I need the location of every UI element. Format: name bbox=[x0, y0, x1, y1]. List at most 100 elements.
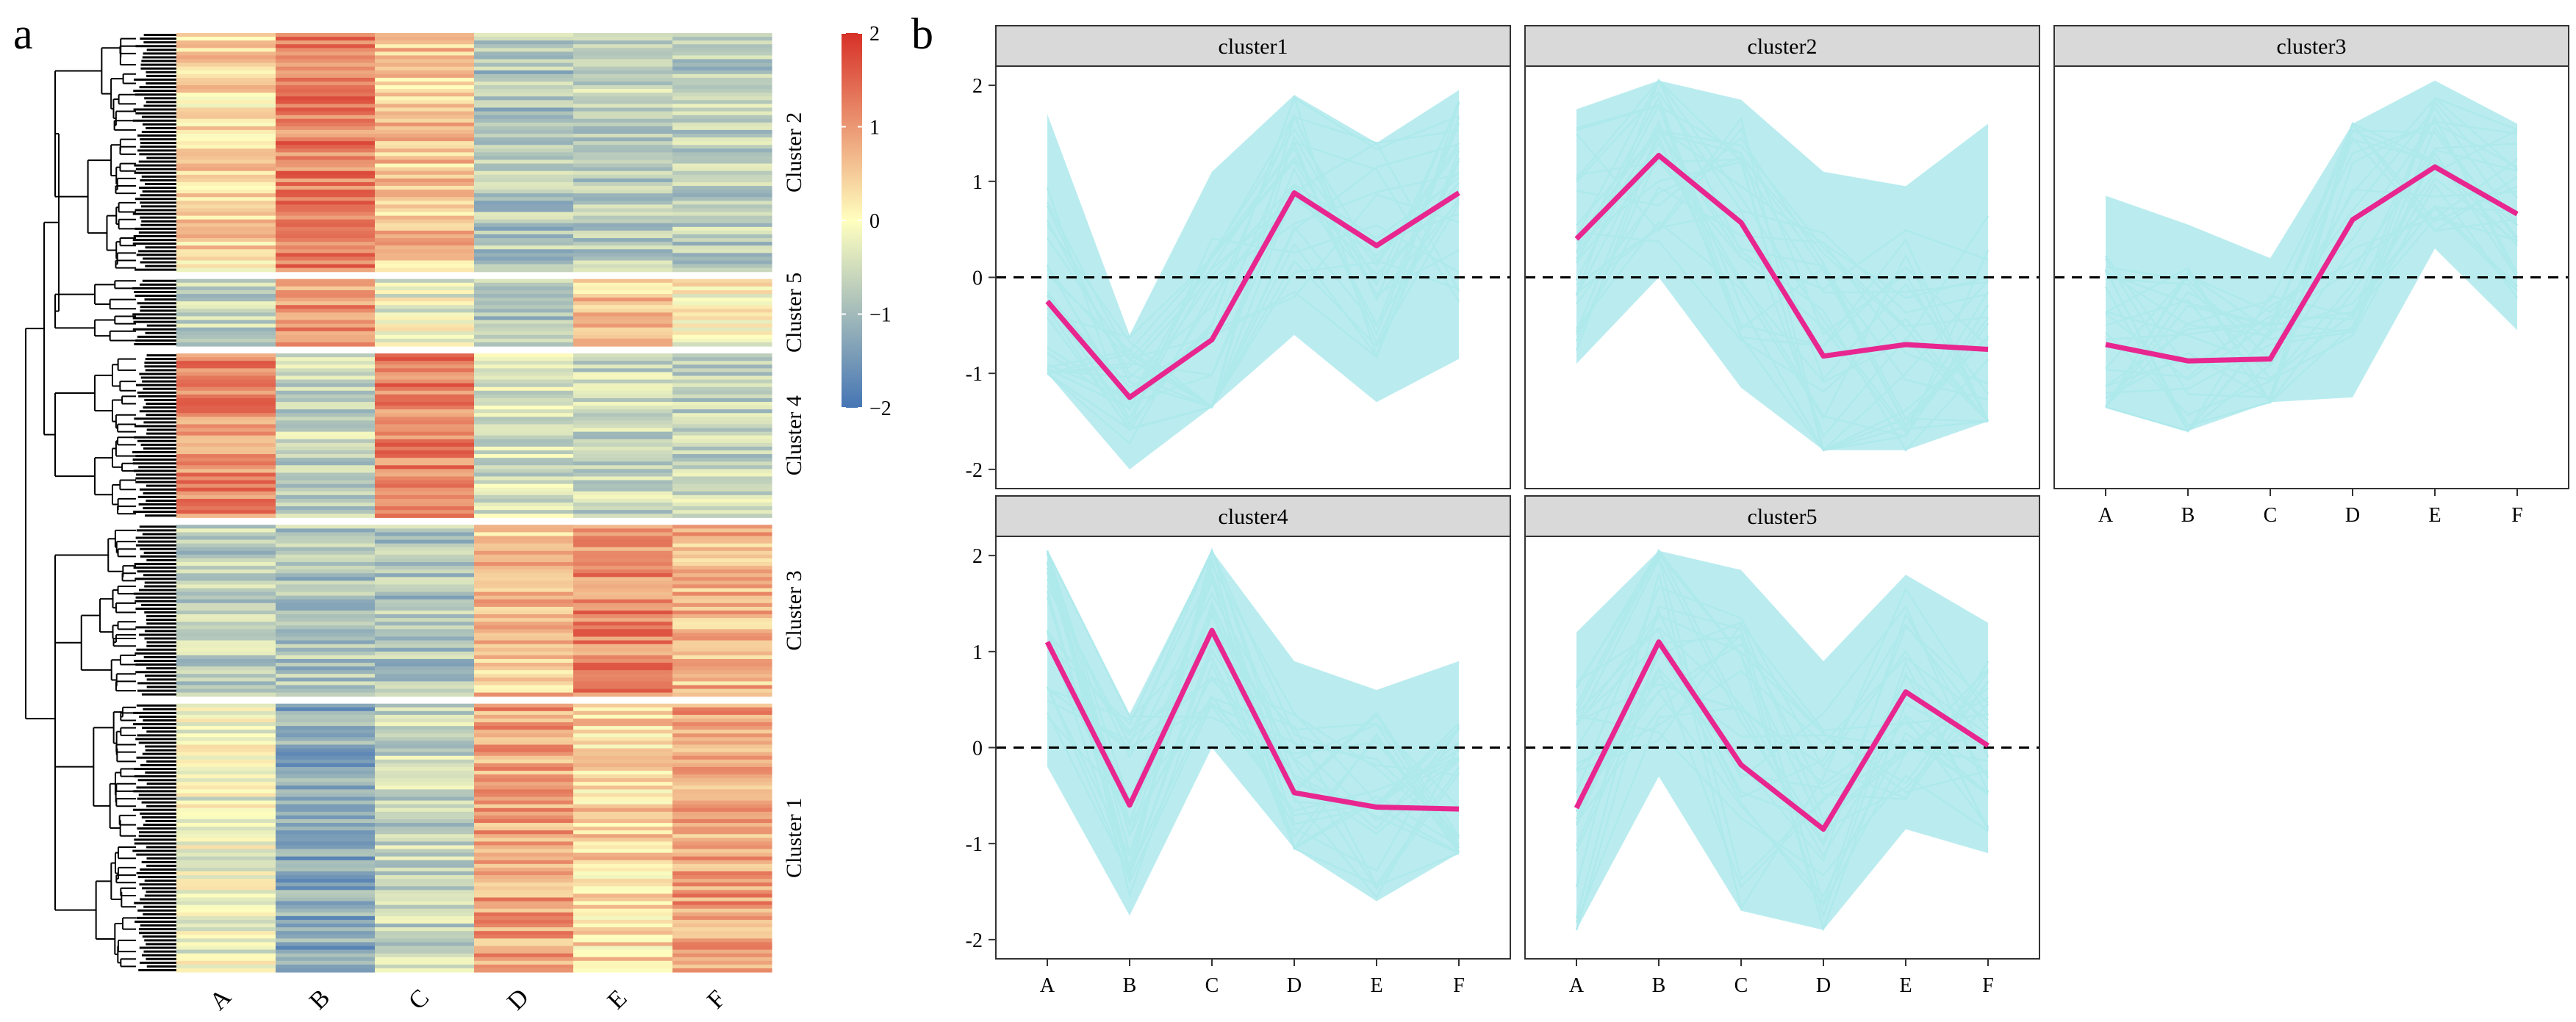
heatmap-cell bbox=[276, 230, 376, 235]
heatmap-cell bbox=[176, 953, 276, 958]
heatmap-cell bbox=[672, 212, 772, 217]
heatmap-cell bbox=[176, 547, 276, 552]
heatmap-cell bbox=[672, 372, 772, 377]
heatmap-cell bbox=[573, 137, 673, 142]
heatmap-cell bbox=[474, 178, 574, 183]
heatmap-cell bbox=[276, 338, 376, 343]
heatmap-cell bbox=[573, 897, 673, 902]
heatmap-cell bbox=[573, 577, 673, 582]
heatmap-cell bbox=[573, 465, 673, 469]
centroid-line bbox=[1044, 627, 1460, 812]
heatmap-cell bbox=[375, 37, 475, 41]
trace-line bbox=[1047, 688, 1460, 812]
heatmap-cell bbox=[375, 741, 475, 746]
heatmap-cell bbox=[474, 461, 574, 466]
heatmap-cell bbox=[276, 707, 376, 712]
heatmap-cell bbox=[573, 323, 673, 328]
heatmap-cell bbox=[672, 201, 772, 205]
heatmap-cell bbox=[176, 796, 276, 802]
heatmap-cell bbox=[573, 867, 673, 872]
heatmap-cell bbox=[573, 547, 673, 552]
heatmap-cell bbox=[375, 253, 475, 258]
heatmap-cell bbox=[375, 807, 475, 813]
heatmap-cell bbox=[176, 558, 276, 563]
heatmap-cell bbox=[176, 569, 276, 574]
heatmap-cell bbox=[375, 409, 475, 414]
heatmap-cell bbox=[672, 383, 772, 388]
heatmap-cell bbox=[176, 942, 276, 947]
heatmap-cell bbox=[176, 741, 276, 746]
heatmap-cell bbox=[573, 827, 673, 831]
heatmap-cell bbox=[375, 461, 475, 466]
heatmap-cell bbox=[474, 316, 574, 321]
heatmap-cell bbox=[672, 714, 772, 719]
heatmap-cell bbox=[474, 912, 574, 917]
heatmap-cell bbox=[474, 602, 574, 608]
heatmap-cell bbox=[176, 212, 276, 217]
heatmap-cell bbox=[672, 912, 772, 917]
heatmap-cell bbox=[573, 62, 673, 68]
heatmap-cell bbox=[176, 294, 276, 298]
heatmap-cell bbox=[672, 59, 772, 64]
heatmap-cell bbox=[276, 439, 376, 444]
heatmap-cell bbox=[474, 636, 574, 641]
heatmap-cell bbox=[474, 494, 574, 500]
heatmap-cell bbox=[176, 629, 276, 634]
heatmap-cell bbox=[176, 364, 276, 369]
heatmap-cell bbox=[474, 610, 574, 615]
heatmap-cell bbox=[573, 111, 673, 116]
heatmap-cell bbox=[672, 286, 772, 291]
trace-line bbox=[2105, 143, 2518, 341]
heatmap-cell bbox=[176, 528, 276, 533]
heatmap-cell bbox=[276, 633, 376, 638]
heatmap-cell bbox=[176, 390, 276, 395]
heatmap-cell bbox=[176, 129, 276, 134]
heatmap-cell bbox=[672, 766, 772, 771]
heatmap-cell bbox=[573, 960, 673, 965]
heatmap-cell bbox=[672, 625, 772, 630]
heatmap-cell bbox=[474, 550, 574, 555]
heatmap-cell bbox=[474, 942, 574, 947]
heatmap-cell bbox=[375, 435, 475, 440]
heatmap-cell bbox=[176, 93, 276, 97]
heatmap-cell bbox=[672, 148, 772, 153]
heatmap-cell bbox=[276, 640, 376, 645]
heatmap-cell bbox=[672, 968, 772, 973]
heatmap-cell bbox=[375, 230, 475, 235]
heatmap-cell bbox=[176, 81, 276, 86]
heatmap-cell bbox=[672, 584, 772, 589]
heatmap-cell bbox=[573, 469, 673, 474]
heatmap-cell bbox=[176, 320, 276, 325]
heatmap-cell bbox=[474, 181, 574, 187]
facet-strip-label: cluster1 bbox=[1219, 35, 1288, 59]
heatmap-cell bbox=[672, 249, 772, 253]
heatmap-cell bbox=[672, 901, 772, 906]
heatmap-cell bbox=[672, 759, 772, 764]
heatmap-cell bbox=[276, 264, 376, 269]
heatmap-cell bbox=[573, 298, 673, 302]
heatmap-cell bbox=[474, 491, 574, 496]
heatmap-cell bbox=[176, 278, 276, 284]
heatmap-cell bbox=[672, 710, 772, 716]
heatmap-cell bbox=[276, 602, 376, 608]
heatmap-cell bbox=[672, 107, 772, 112]
heatmap-cell bbox=[276, 245, 376, 250]
heatmap-cell bbox=[672, 733, 772, 738]
heatmap-cell bbox=[672, 718, 772, 723]
heatmap-cell bbox=[375, 863, 475, 868]
heatmap-cell bbox=[573, 863, 673, 868]
heatmap-cell bbox=[375, 536, 475, 541]
heatmap-cell bbox=[474, 312, 574, 317]
heatmap-cell bbox=[573, 927, 673, 932]
heatmap-cell bbox=[276, 107, 376, 112]
heatmap-cell bbox=[276, 807, 376, 813]
heatmap-cell bbox=[573, 226, 673, 231]
heatmap-cell bbox=[573, 807, 673, 813]
heatmap-cell bbox=[375, 595, 475, 600]
centroid-line bbox=[1045, 190, 1460, 400]
heatmap-cell bbox=[573, 964, 673, 969]
heatmap-cell bbox=[176, 159, 276, 165]
heatmap-cell bbox=[176, 674, 276, 678]
heatmap-cell bbox=[176, 223, 276, 228]
trace-line bbox=[1046, 553, 1460, 857]
